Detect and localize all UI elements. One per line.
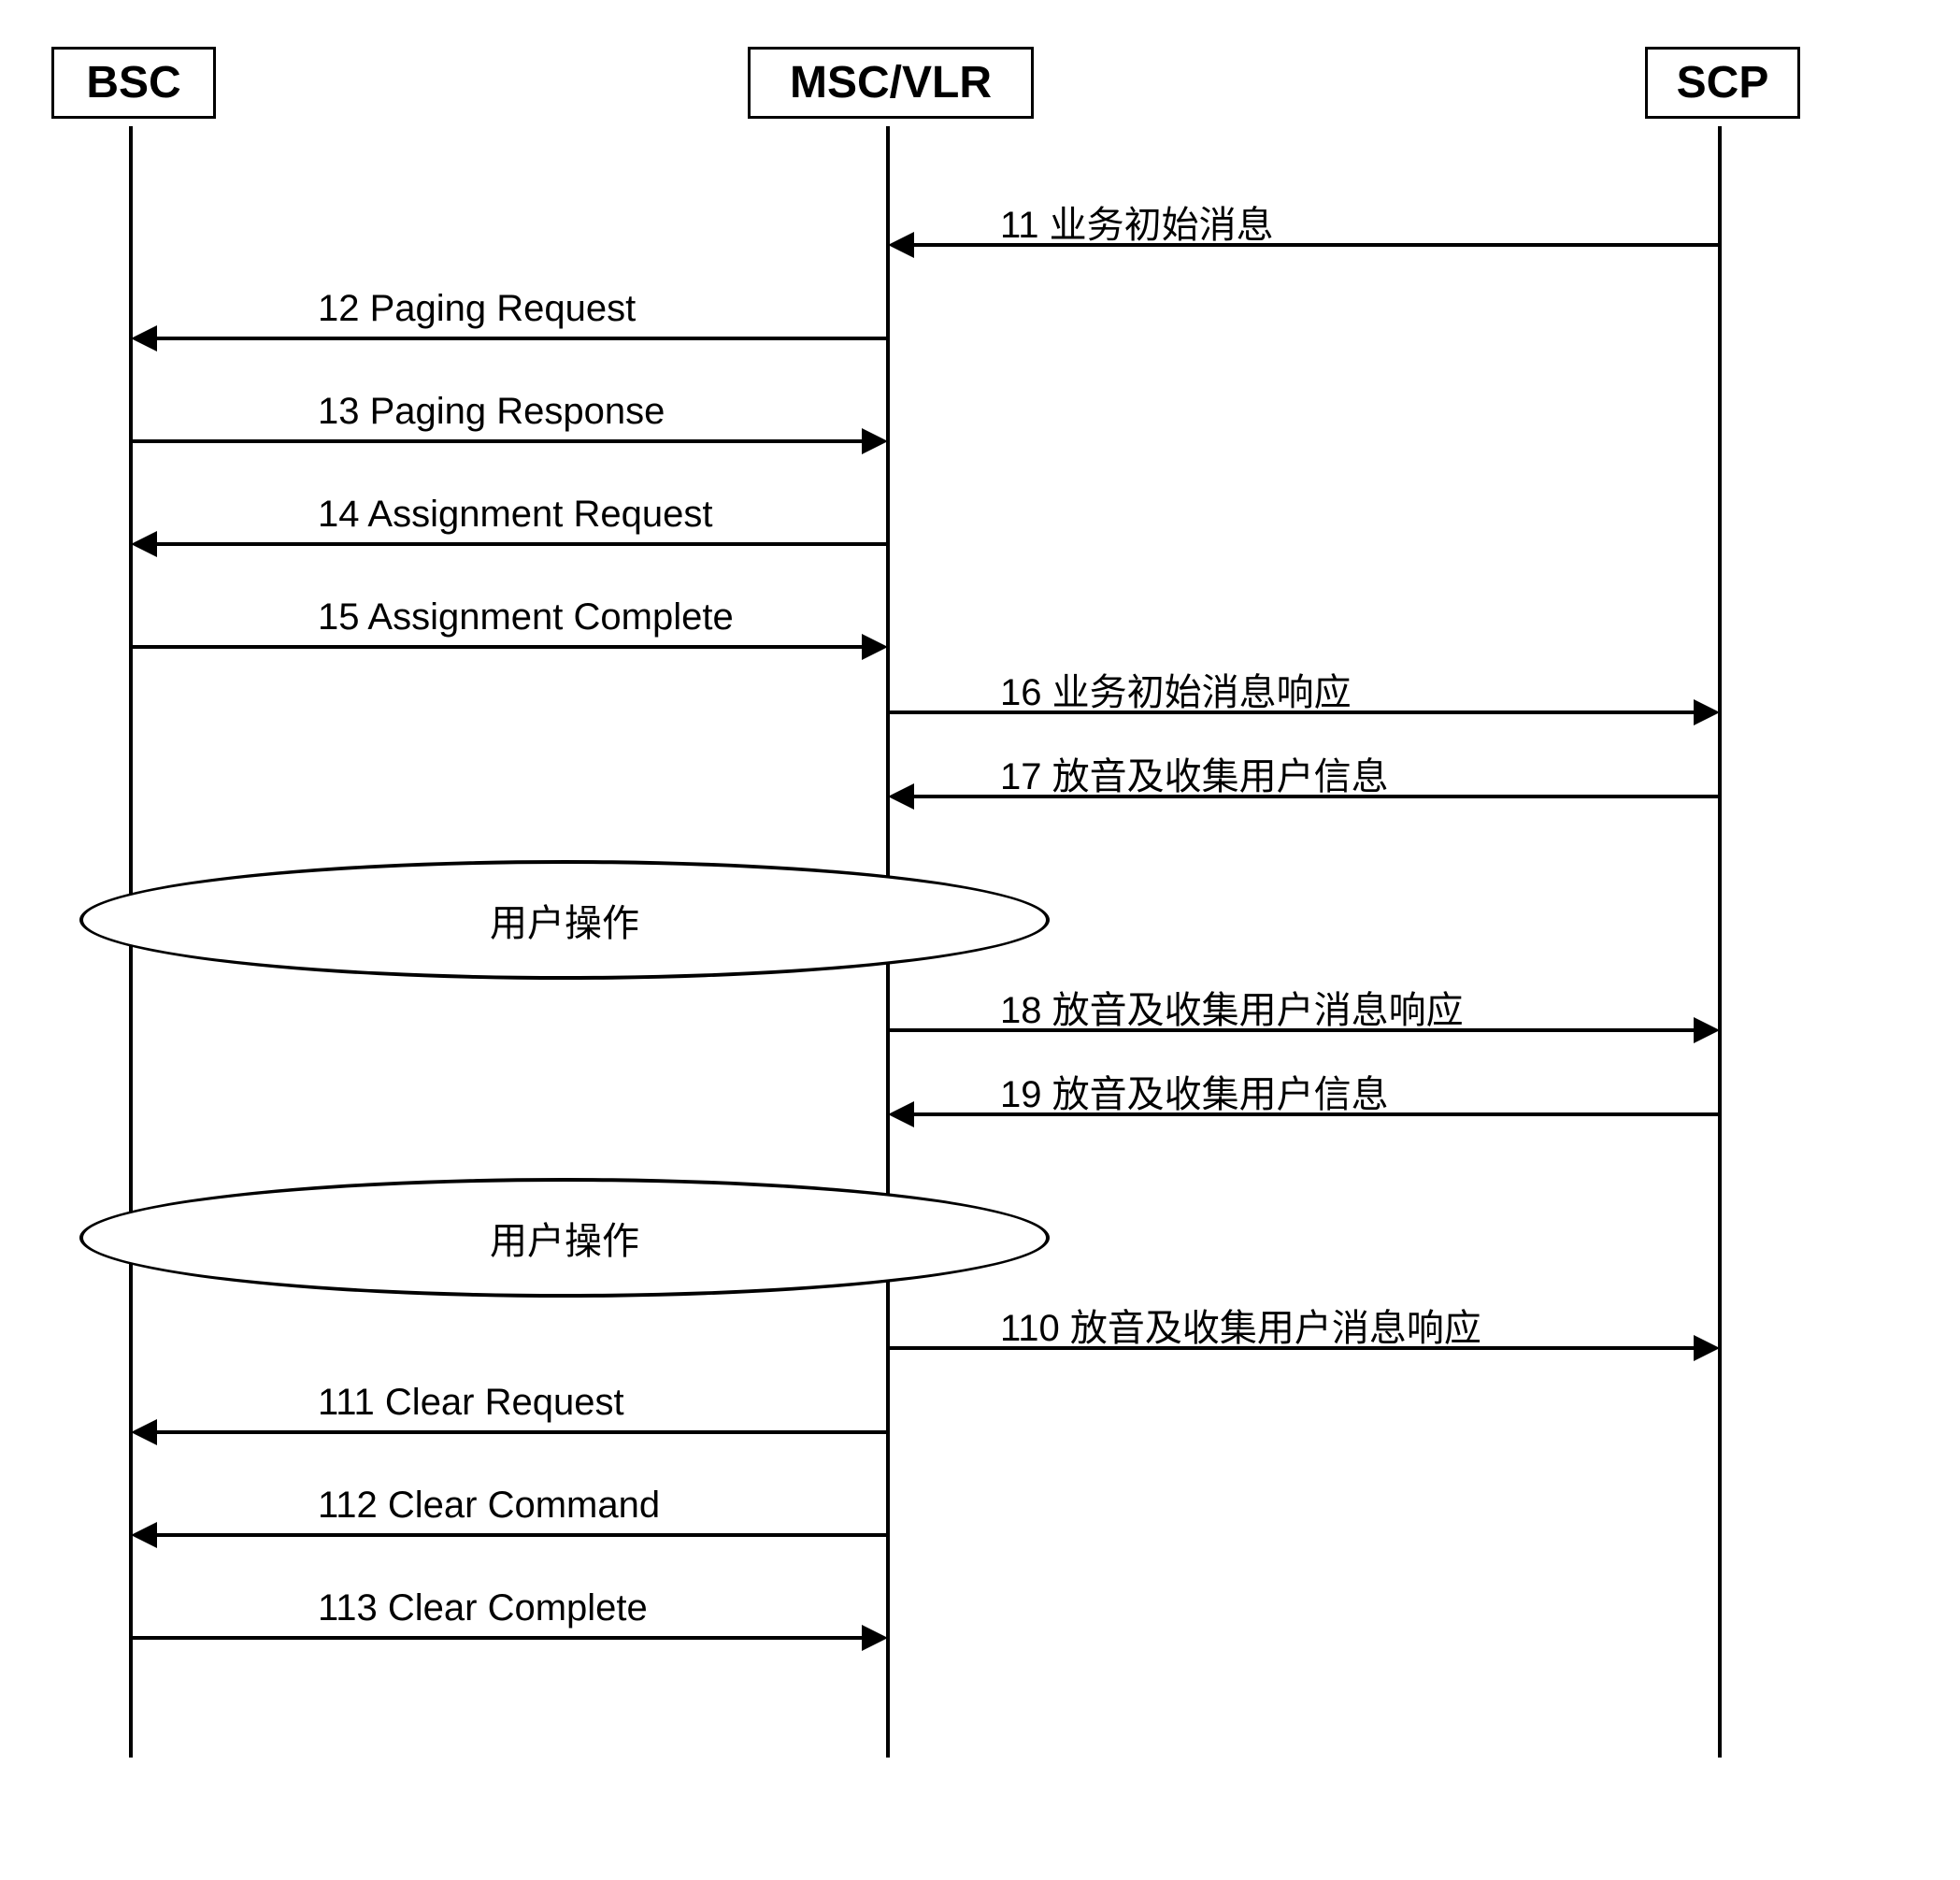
msg-m12-label: 12 Paging Request [318, 288, 636, 330]
msg-m15-line [131, 645, 866, 649]
msg-m13-label: 13 Paging Response [318, 391, 665, 433]
actor-scp: SCP [1645, 47, 1800, 119]
msg-m15-label: 15 Assignment Complete [318, 596, 734, 639]
actor-bsc: BSC [51, 47, 216, 119]
msg-m12-line [153, 337, 888, 340]
msg-m12-arrowhead [131, 325, 157, 352]
msg-m111-line [153, 1430, 888, 1434]
sequence-diagram: BSC MSC/VLR SCP 11 业务初始消息 12 Paging Request 1… [37, 37, 1860, 1814]
msg-m111-label: 111 Clear Request [318, 1382, 624, 1424]
msg-m13-line [131, 439, 866, 443]
msg-m16-arrowhead [1694, 699, 1720, 725]
msg-m113-arrowhead [862, 1625, 888, 1651]
actor-msc: MSC/VLR [748, 47, 1034, 119]
note-n1: 用户操作 [79, 860, 1050, 980]
msg-m14-label: 14 Assignment Request [318, 494, 712, 536]
msg-m110-arrowhead [1694, 1335, 1720, 1361]
msg-m110-label: 110 放音及收集用户消息响应 [1000, 1298, 1481, 1352]
msg-m113-line [131, 1636, 866, 1640]
lifeline-scp [1718, 126, 1722, 1758]
msg-m18-label: 18 放音及收集用户消息响应 [1000, 980, 1464, 1034]
msg-m14-line [153, 542, 888, 546]
msg-m112-label: 112 Clear Command [318, 1485, 660, 1527]
msg-m13-arrowhead [862, 428, 888, 454]
msg-m19-arrowhead [888, 1101, 914, 1127]
msg-m113-label: 113 Clear Complete [318, 1587, 648, 1629]
msg-m11-arrowhead [888, 232, 914, 258]
msg-m11-label: 11 业务初始消息 [1000, 194, 1274, 249]
msg-m18-arrowhead [1694, 1017, 1720, 1043]
msg-m112-arrowhead [131, 1522, 157, 1548]
msg-m111-arrowhead [131, 1419, 157, 1445]
msg-m19-label: 19 放音及收集用户信息 [1000, 1064, 1389, 1118]
msg-m16-label: 16 业务初始消息响应 [1000, 662, 1352, 716]
note-n2: 用户操作 [79, 1178, 1050, 1298]
msg-m112-line [153, 1533, 888, 1537]
msg-m17-label: 17 放音及收集用户信息 [1000, 746, 1389, 800]
msg-m17-arrowhead [888, 783, 914, 810]
msg-m15-arrowhead [862, 634, 888, 660]
msg-m14-arrowhead [131, 531, 157, 557]
